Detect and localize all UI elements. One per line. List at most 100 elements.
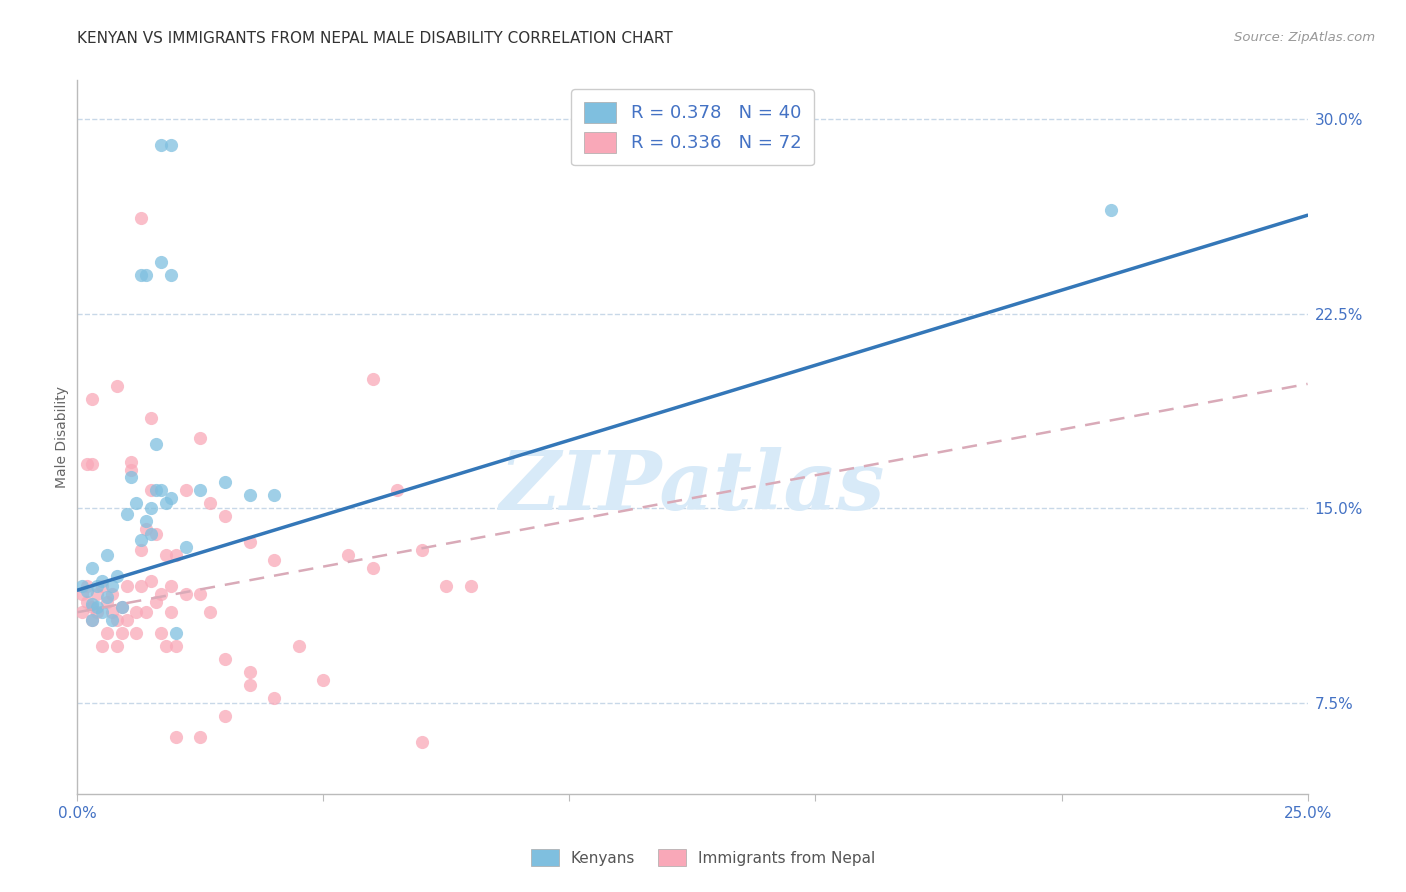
Point	[214, 509, 236, 524]
Point	[76, 595, 98, 609]
Point	[90, 639, 114, 653]
Point	[174, 541, 197, 555]
Point	[131, 211, 153, 225]
Point	[105, 613, 128, 627]
Point	[190, 587, 212, 601]
Point	[76, 584, 98, 599]
Point	[190, 730, 212, 744]
Point	[111, 626, 132, 640]
Point	[190, 431, 212, 445]
Point	[96, 590, 118, 604]
Point	[96, 548, 118, 562]
Point	[165, 639, 187, 653]
Point	[165, 626, 187, 640]
Point	[145, 595, 167, 609]
Point	[111, 600, 132, 615]
Point	[86, 600, 108, 615]
Point	[86, 605, 108, 619]
Point	[96, 626, 118, 640]
Point	[115, 613, 138, 627]
Point	[411, 543, 433, 558]
Point	[214, 652, 236, 666]
Point	[214, 475, 236, 490]
Point	[121, 470, 143, 484]
Point	[90, 574, 114, 588]
Point	[115, 507, 138, 521]
Text: KENYAN VS IMMIGRANTS FROM NEPAL MALE DISABILITY CORRELATION CHART: KENYAN VS IMMIGRANTS FROM NEPAL MALE DIS…	[77, 31, 673, 46]
Point	[165, 548, 187, 562]
Point	[141, 410, 163, 425]
Point	[145, 436, 167, 450]
Point	[239, 678, 262, 692]
Point	[86, 587, 108, 601]
Point	[214, 709, 236, 723]
Point	[288, 639, 311, 653]
Point	[200, 496, 222, 510]
Point	[90, 579, 114, 593]
Point	[263, 488, 285, 502]
Y-axis label: Male Disability: Male Disability	[55, 386, 69, 488]
Point	[76, 458, 98, 472]
Point	[70, 605, 93, 619]
Point	[160, 579, 183, 593]
Point	[387, 483, 409, 498]
Point	[160, 605, 183, 619]
Point	[125, 626, 148, 640]
Point	[82, 392, 104, 407]
Point	[141, 501, 163, 516]
Point	[361, 372, 384, 386]
Point	[155, 548, 177, 562]
Point	[121, 462, 143, 476]
Point	[111, 600, 132, 615]
Point	[70, 587, 93, 601]
Point	[174, 587, 197, 601]
Point	[150, 255, 173, 269]
Point	[239, 535, 262, 549]
Point	[96, 595, 118, 609]
Point	[82, 613, 104, 627]
Point	[82, 458, 104, 472]
Point	[436, 579, 458, 593]
Point	[200, 605, 222, 619]
Point	[155, 496, 177, 510]
Text: ZIPatlas: ZIPatlas	[499, 447, 886, 527]
Point	[101, 587, 124, 601]
Point	[131, 543, 153, 558]
Point	[160, 268, 183, 282]
Legend: Kenyans, Immigrants from Nepal: Kenyans, Immigrants from Nepal	[522, 839, 884, 875]
Point	[141, 574, 163, 588]
Point	[105, 379, 128, 393]
Legend: R = 0.378   N = 40, R = 0.336   N = 72: R = 0.378 N = 40, R = 0.336 N = 72	[571, 89, 814, 165]
Point	[82, 598, 104, 612]
Point	[115, 579, 138, 593]
Point	[141, 527, 163, 541]
Point	[101, 579, 124, 593]
Point	[312, 673, 335, 687]
Point	[101, 613, 124, 627]
Point	[135, 605, 157, 619]
Point	[82, 561, 104, 575]
Point	[70, 579, 93, 593]
Point	[150, 626, 173, 640]
Point	[86, 579, 108, 593]
Point	[141, 483, 163, 498]
Point	[239, 488, 262, 502]
Point	[105, 569, 128, 583]
Point	[145, 483, 167, 498]
Point	[239, 665, 262, 679]
Point	[361, 561, 384, 575]
Point	[131, 579, 153, 593]
Point	[190, 483, 212, 498]
Text: Source: ZipAtlas.com: Source: ZipAtlas.com	[1234, 31, 1375, 45]
Point	[125, 496, 148, 510]
Point	[145, 527, 167, 541]
Point	[82, 600, 104, 615]
Point	[160, 491, 183, 505]
Point	[105, 639, 128, 653]
Point	[82, 613, 104, 627]
Point	[135, 268, 157, 282]
Point	[263, 690, 285, 705]
Point	[165, 730, 187, 744]
Point	[411, 735, 433, 749]
Point	[155, 639, 177, 653]
